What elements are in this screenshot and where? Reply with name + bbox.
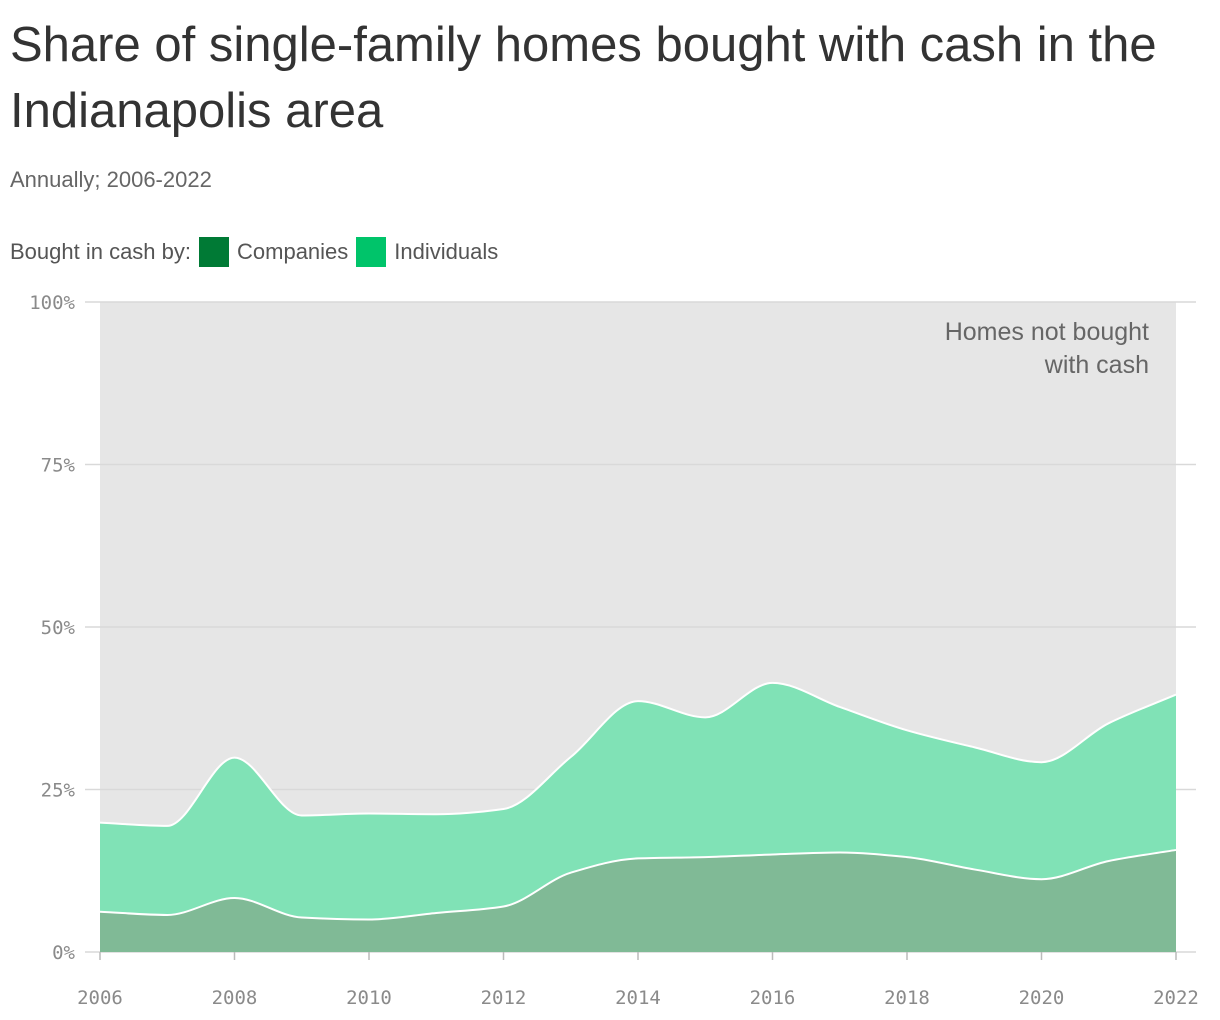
- x-tick-label-0: 2006: [77, 987, 123, 1009]
- chart-subtitle: Annually; 2006-2022: [10, 167, 212, 192]
- annotation-line-1: Homes not bought: [945, 318, 1149, 346]
- companies-area: [100, 849, 1176, 952]
- x-tick-label-4: 2014: [615, 987, 661, 1009]
- y-tick-label-1: 25%: [41, 780, 76, 802]
- x-tick-label-1: 2008: [212, 987, 258, 1009]
- legend-swatch-companies: [199, 237, 230, 267]
- y-tick-label-0: 0%: [52, 942, 75, 964]
- companies-top-line: [99, 848, 1177, 921]
- y-tick-label-2: 50%: [41, 617, 76, 639]
- x-tick-label-3: 2012: [481, 987, 527, 1009]
- chart-title: Share of single-family homes bought with…: [10, 18, 1157, 138]
- legend-item-companies: Companies: [199, 237, 348, 267]
- y-tick-label-3: 75%: [41, 455, 76, 477]
- legend-label-individuals: Individuals: [394, 239, 499, 264]
- legend-item-individuals: Individuals: [356, 237, 498, 267]
- x-tick-label-6: 2018: [884, 987, 930, 1009]
- axes: 0% 25% 50% 75% 100% 2006 2008 2010 2012 2014 2016 2…: [29, 292, 1199, 1009]
- x-tick-label-8: 2022: [1153, 987, 1199, 1009]
- x-tick-label-2: 2010: [346, 987, 392, 1009]
- x-tick-label-7: 2020: [1019, 987, 1065, 1009]
- legend: Bought in cash by: Companies Individuals: [10, 236, 506, 268]
- legend-label-companies: Companies: [237, 239, 349, 264]
- legend-swatch-individuals: [356, 237, 387, 267]
- individuals-top-line: [99, 681, 1177, 827]
- series-areas: [99, 681, 1177, 952]
- annotation-line-2: with cash: [1044, 351, 1149, 379]
- x-tick-label-5: 2016: [750, 987, 796, 1009]
- legend-prefix: Bought in cash by:: [10, 239, 192, 264]
- y-tick-label-4: 100%: [29, 292, 75, 314]
